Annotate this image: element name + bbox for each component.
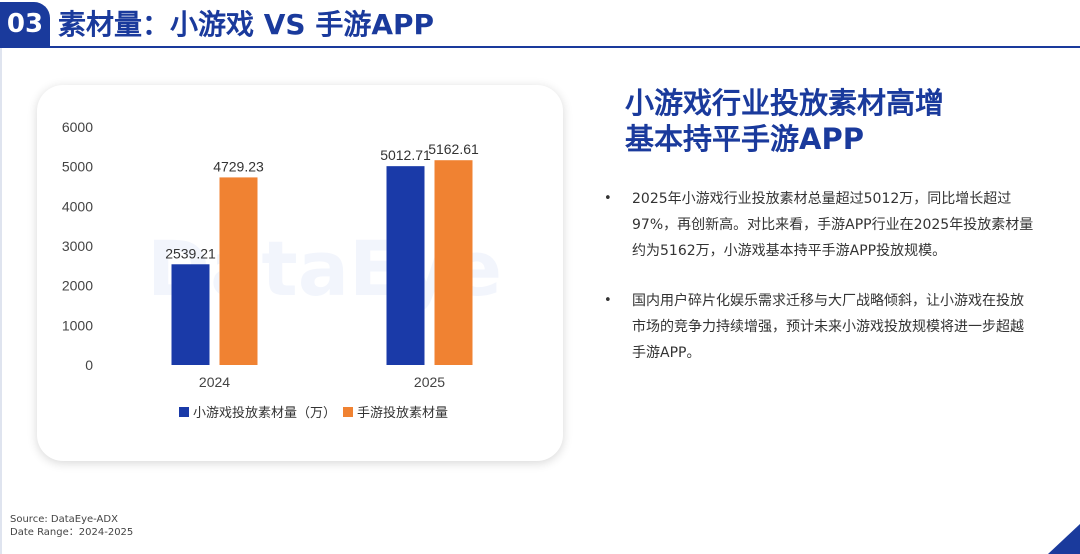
- section-number-badge: 03: [0, 2, 50, 46]
- y-tick-label: 6000: [62, 119, 93, 135]
- data-label: 2539.21: [165, 245, 216, 261]
- source-note: Source: DataEye-ADX Date Range：2024-2025: [10, 513, 133, 539]
- y-tick-label: 1000: [62, 317, 93, 333]
- bullet-item: • 国内用户碎片化娱乐需求迁移与大厂战略倾斜，让小游戏在投放市场的竞争力持续增强…: [604, 288, 1034, 366]
- legend-label: 手游投放素材量: [357, 405, 448, 421]
- x-tick-label: 2024: [199, 374, 230, 390]
- x-tick-label: 2025: [414, 374, 445, 390]
- chart-card: DataEye 0 1000 2000 3000 4000 5000 6000 2539.2…: [37, 85, 563, 461]
- headline-line-1: 小游戏行业投放素材高增: [625, 86, 945, 120]
- bar: [386, 166, 425, 365]
- data-label: 4729.23: [213, 158, 264, 174]
- y-tick-label: 5000: [62, 159, 93, 175]
- bullet-text: 2025年小游戏行业投放素材总量超过5012万，同比增长超过97%，再创新高。对…: [632, 191, 1034, 259]
- bullet-marker: •: [604, 293, 612, 308]
- bar: [219, 177, 258, 365]
- headline: 小游戏行业投放素材高增 基本持平手游APP: [625, 85, 1065, 157]
- left-border-line: [0, 48, 2, 554]
- y-tick-label: 4000: [62, 198, 93, 214]
- bullet-marker: •: [604, 191, 612, 206]
- y-tick-label: 3000: [62, 238, 93, 254]
- bullet-item: • 2025年小游戏行业投放素材总量超过5012万，同比增长超过97%，再创新高…: [604, 186, 1034, 264]
- legend-swatch: [343, 407, 353, 417]
- corner-accent: [1048, 524, 1080, 554]
- bullet-text: 国内用户碎片化娱乐需求迁移与大厂战略倾斜，让小游戏在投放市场的竞争力持续增强，预…: [632, 293, 1024, 361]
- data-label: 5162.61: [428, 141, 479, 157]
- y-tick-label: 2000: [62, 278, 93, 294]
- header-rule: [0, 46, 1080, 48]
- headline-line-2: 基本持平手游APP: [625, 122, 864, 156]
- source-line: Source: DataEye-ADX: [10, 514, 118, 525]
- page-title: 素材量：小游戏 VS 手游APP: [58, 8, 435, 41]
- bar: [434, 160, 473, 365]
- legend-swatch: [179, 407, 189, 417]
- bullet-list: • 2025年小游戏行业投放素材总量超过5012万，同比增长超过97%，再创新高…: [604, 186, 1034, 390]
- y-tick-label: 0: [85, 357, 93, 373]
- bar: [171, 264, 210, 365]
- data-label: 5012.71: [380, 147, 431, 163]
- date-range-line: Date Range：2024-2025: [10, 527, 134, 538]
- legend-label: 小游戏投放素材量（万）: [193, 405, 336, 421]
